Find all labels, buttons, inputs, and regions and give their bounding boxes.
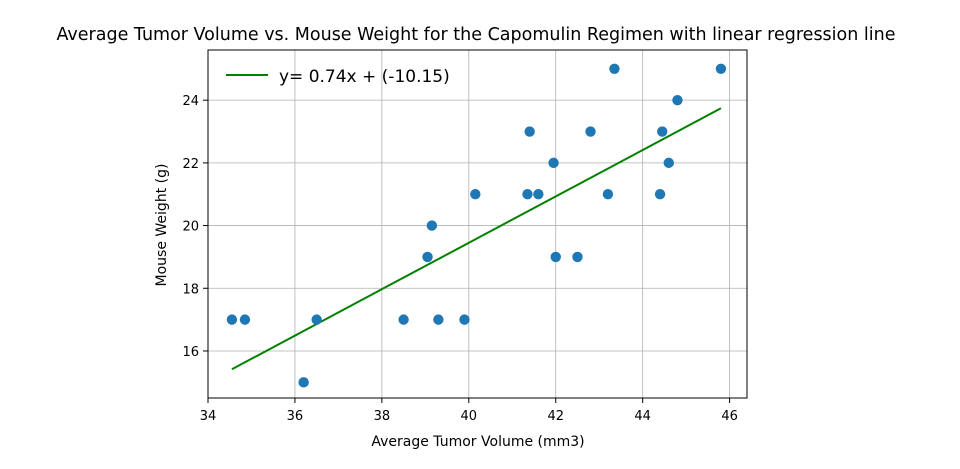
scatter-point bbox=[470, 189, 481, 200]
y-tick-label: 18 bbox=[182, 282, 199, 297]
scatter-point bbox=[398, 314, 409, 325]
y-tick-label: 16 bbox=[182, 345, 199, 360]
x-tick-label: 34 bbox=[200, 409, 217, 424]
scatter-point bbox=[572, 251, 583, 263]
scatter-point bbox=[672, 94, 683, 106]
regression-line-group bbox=[231, 107, 722, 371]
scatter-point bbox=[522, 189, 533, 200]
data-points bbox=[226, 63, 727, 388]
scatter-point bbox=[239, 314, 251, 325]
scatter-point bbox=[602, 189, 614, 200]
scatter-point bbox=[654, 189, 666, 200]
y-tick-label: 24 bbox=[182, 94, 199, 109]
x-tick-label: 42 bbox=[547, 409, 564, 424]
chart-title: Average Tumor Volume vs. Mouse Weight fo… bbox=[56, 25, 895, 45]
scatter-point bbox=[657, 126, 668, 137]
scatter-point bbox=[433, 314, 444, 325]
y-ticks: 16 18 20 22 24 bbox=[182, 94, 208, 360]
scatter-point bbox=[422, 251, 433, 263]
grid-lines bbox=[207, 50, 747, 398]
scatter-point bbox=[715, 63, 727, 75]
scatter-point bbox=[226, 314, 238, 325]
y-axis-label: Mouse Weight (g) bbox=[154, 164, 170, 287]
scatter-point bbox=[524, 126, 535, 137]
x-tick-label: 40 bbox=[461, 409, 478, 424]
x-tick-label: 38 bbox=[374, 409, 391, 424]
regression-line bbox=[231, 107, 722, 371]
scatter-point bbox=[459, 314, 470, 325]
scatter-point bbox=[585, 126, 596, 137]
scatter-point bbox=[311, 314, 322, 325]
scatter-point bbox=[298, 377, 309, 388]
plot-frame bbox=[207, 49, 748, 399]
legend-label-regression: y= 0.74x + (-10.15) bbox=[279, 67, 450, 87]
y-tick-label: 22 bbox=[182, 157, 199, 172]
scatter-point bbox=[663, 157, 674, 169]
x-ticks: 34 36 38 40 42 44 46 bbox=[200, 398, 738, 424]
scatter-point bbox=[533, 189, 544, 200]
legend: y= 0.74x + (-10.15) bbox=[226, 67, 450, 87]
scatter-point bbox=[426, 220, 438, 231]
y-tick-label: 20 bbox=[182, 220, 199, 235]
scatter-point bbox=[548, 157, 559, 169]
x-tick-label: 46 bbox=[721, 409, 738, 424]
x-tick-label: 36 bbox=[287, 409, 304, 424]
scatter-point bbox=[550, 251, 561, 263]
x-tick-label: 44 bbox=[634, 409, 651, 424]
x-axis-label: Average Tumor Volume (mm3) bbox=[371, 434, 584, 450]
scatter-point bbox=[609, 63, 620, 75]
